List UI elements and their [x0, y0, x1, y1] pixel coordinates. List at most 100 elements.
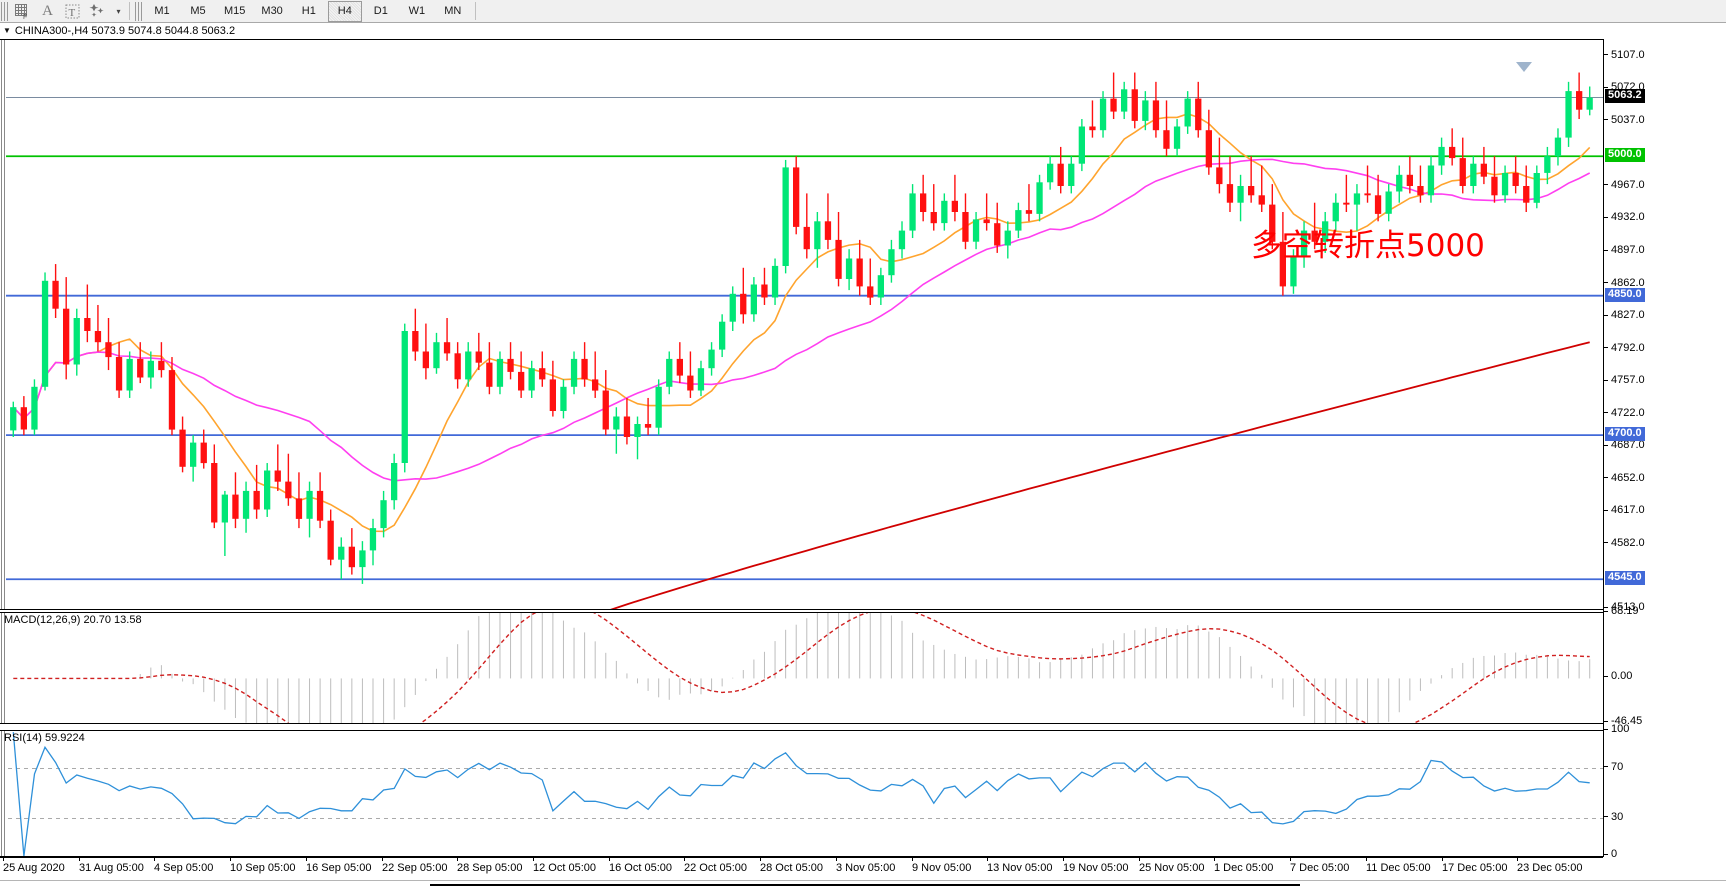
price-scale-tick-label: 5107.0: [1611, 48, 1645, 61]
price-scale-tick: 5107.0: [1604, 49, 1645, 61]
macd-pane-resize-rail[interactable]: [0, 613, 6, 723]
macd-pane-label: MACD(12,26,9) 20.70 13.58: [4, 614, 142, 626]
time-axis-label: 28 Oct 05:00: [760, 862, 823, 874]
price-scale-tick: 4967.0: [1604, 179, 1645, 191]
rsi-scale-tick: 100: [1604, 723, 1629, 735]
time-axis-label: 25 Nov 05:00: [1139, 862, 1205, 874]
price-scale-tick: 4582.0: [1604, 537, 1645, 549]
time-axis-label: 16 Oct 05:00: [609, 862, 672, 874]
time-axis-label: 10 Sep 05:00: [230, 862, 296, 874]
price-scale-tick-label: 4967.0: [1611, 178, 1645, 191]
price-scale-tick: 4617.0: [1604, 504, 1645, 516]
time-axis-tick: [1139, 858, 1140, 861]
timeframe-mn[interactable]: MN: [444, 5, 462, 17]
time-axis-label: 11 Dec 05:00: [1366, 862, 1431, 874]
time-axis-tick: [912, 858, 913, 861]
time-axis-tick: [1290, 858, 1291, 861]
toolbar-separator-end: [474, 2, 476, 20]
collapse-chevron-icon[interactable]: ▼: [3, 26, 11, 35]
rsi-indicator-pane[interactable]: RSI(14) 59.9224: [0, 730, 1603, 857]
time-axis-label: 9 Nov 05:00: [912, 862, 972, 874]
price-scale-highlight-tag: 4545.0: [1605, 571, 1645, 586]
time-axis-tick: [684, 858, 685, 861]
rsi-plot-area[interactable]: [0, 731, 1603, 856]
timeframe-d1[interactable]: D1: [373, 5, 388, 17]
rsi-scale-tick: 70: [1604, 761, 1623, 773]
time-axis-tick: [230, 858, 231, 861]
macd-indicator-pane[interactable]: MACD(12,26,9) 20.70 13.58: [0, 612, 1603, 724]
time-axis-label: 13 Nov 05:00: [987, 862, 1053, 874]
macd-series-canvas: [13, 613, 1591, 723]
toolbar-drag-handle[interactable]: [1, 1, 8, 21]
time-axis-label: 25 Aug 2020: [3, 862, 65, 874]
price-scale-tick-label: 4513.0: [1611, 601, 1645, 613]
timeframe-w1[interactable]: W1: [408, 5, 426, 17]
text-label-tool-icon[interactable]: T: [61, 1, 84, 22]
price-scale-tick: 4687.0: [1604, 439, 1645, 451]
time-axis-tick: [382, 858, 383, 861]
symbol-info-bar: ▼ CHINA300-,H4 5073.9 5074.8 5044.8 5063…: [0, 23, 1726, 39]
timeframe-m30[interactable]: M30: [261, 5, 283, 17]
time-axis-tick: [1366, 858, 1367, 861]
price-scale-tick: 4862.0: [1604, 277, 1645, 289]
scrollbar-thumb[interactable]: [430, 884, 1300, 893]
time-axis-tick: [533, 858, 534, 861]
price-scale-tick: 4792.0: [1604, 342, 1645, 354]
time-axis[interactable]: 25 Aug 2020 31 Aug 05:00 4 Sep 05:00 10 Sep…: [0, 857, 1603, 879]
time-axis-tick: [154, 858, 155, 861]
crosshair-marker-icon: [1515, 61, 1533, 73]
time-axis-label: 31 Aug 05:00: [79, 862, 144, 874]
price-scale-tick: 4652.0: [1604, 472, 1645, 484]
time-axis-tick: [1517, 858, 1518, 861]
timeframe-h4[interactable]: H4: [327, 0, 362, 22]
svg-text:T: T: [69, 7, 76, 19]
timeframe-m5[interactable]: M5: [190, 5, 206, 17]
timeframe-h1[interactable]: H1: [301, 5, 316, 17]
time-axis-label: 16 Sep 05:00: [306, 862, 372, 874]
time-axis-label: 28 Sep 05:00: [457, 862, 523, 874]
price-scale-tick-label: 4722.0: [1611, 406, 1645, 419]
horizontal-scrollbar[interactable]: [0, 880, 1726, 896]
price-scale-tick: 4897.0: [1604, 244, 1645, 256]
price-scale-tick: 4513.0: [1604, 601, 1645, 613]
time-axis-tick: [987, 858, 988, 861]
price-scale-tick: 4827.0: [1604, 309, 1645, 321]
text-tool-icon[interactable]: A: [42, 2, 53, 19]
crosshair-f-icon[interactable]: F: [11, 1, 34, 22]
timeframe-m15[interactable]: M15: [224, 5, 246, 17]
macd-plot-area[interactable]: [0, 613, 1603, 723]
time-axis-label: 3 Nov 05:00: [836, 862, 896, 874]
price-pane-resize-rail[interactable]: [0, 40, 6, 609]
price-scale-highlight-tag: 5000.0: [1605, 148, 1645, 163]
price-chart-pane[interactable]: 多空转折点5000: [0, 39, 1603, 610]
timeframe-drag-handle[interactable]: [135, 1, 142, 21]
macd-scale-tick: 0.00: [1604, 670, 1632, 682]
price-scale-tick-label: 4897.0: [1611, 243, 1645, 256]
macd-scale-tick-label: 0.00: [1611, 670, 1633, 683]
time-axis-label: 12 Oct 05:00: [533, 862, 596, 874]
time-axis-tick: [3, 858, 4, 861]
rsi-pane-resize-rail[interactable]: [0, 731, 6, 856]
time-axis-tick: [609, 858, 610, 861]
price-scale-tick-label: 4862.0: [1611, 276, 1645, 289]
objects-dropdown-caret-icon[interactable]: ▾: [111, 1, 124, 22]
time-axis-label: 23 Dec 05:00: [1517, 862, 1583, 874]
rsi-scale-tick: 30: [1604, 811, 1623, 823]
time-axis-tick: [1214, 858, 1215, 861]
main-toolbar: F A T ▾ M1 M5 M15 M30 H1: [0, 0, 1726, 23]
price-series-canvas: [0, 72, 1603, 609]
time-axis-label: 19 Nov 05:00: [1063, 862, 1129, 874]
price-plot-area[interactable]: [0, 40, 1603, 609]
time-axis-label: 7 Dec 05:00: [1290, 862, 1350, 874]
price-scale-tick-label: 4652.0: [1611, 471, 1645, 484]
timeframe-m1[interactable]: M1: [154, 5, 170, 17]
objects-tool-icon[interactable]: [86, 1, 109, 22]
macd-scale-tick-label: 68.19: [1611, 605, 1639, 617]
rsi-scale-tick-label: 30: [1611, 810, 1624, 823]
time-axis-tick: [1063, 858, 1064, 861]
price-scale-axis[interactable]: 5107.0 5072.0 5037.0 4967.0 4932.0 4897.0 4862…: [1603, 39, 1726, 860]
time-axis-tick: [306, 858, 307, 861]
price-scale-tick-label: 4792.0: [1611, 341, 1645, 354]
rsi-scale-tick-label: 0: [1611, 848, 1618, 860]
time-axis-label: 22 Sep 05:00: [382, 862, 448, 874]
